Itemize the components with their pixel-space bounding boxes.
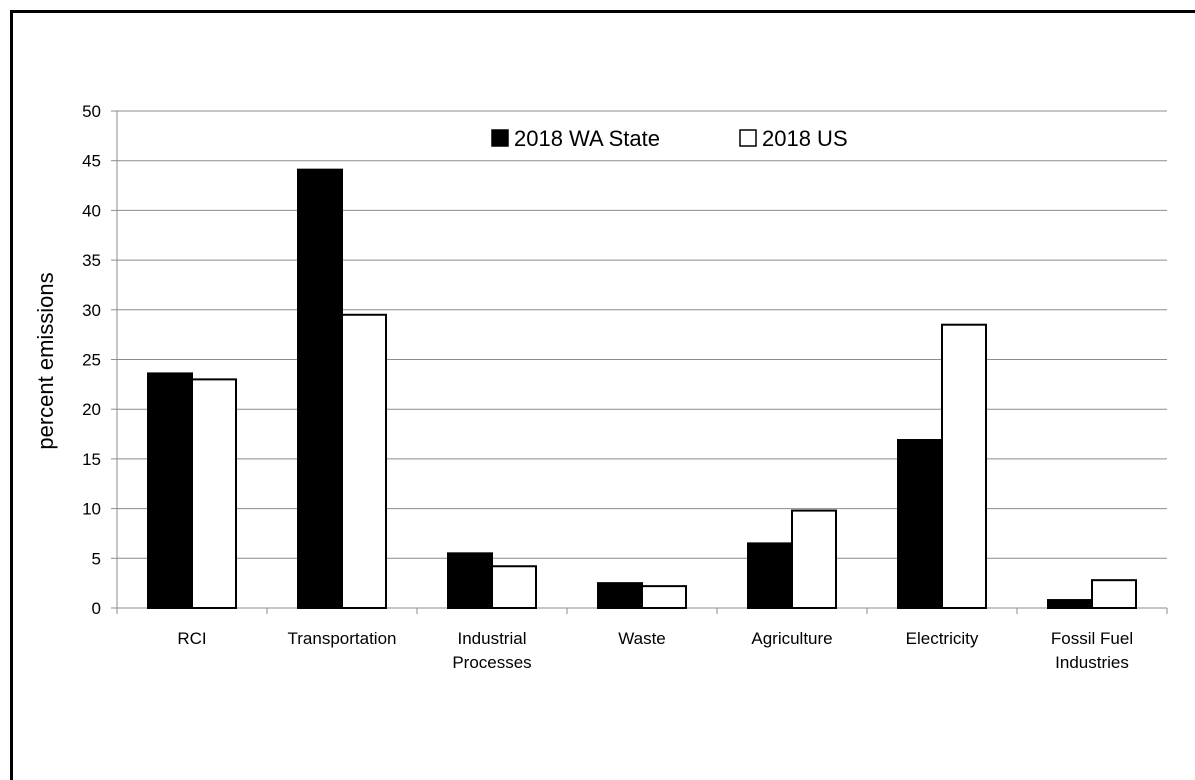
- bar-wa-state: [747, 542, 793, 610]
- chart-frame: [10, 10, 1195, 780]
- bar-wa-state: [1047, 599, 1093, 609]
- legend-swatch: [739, 129, 757, 147]
- bar-wa-state: [447, 552, 493, 610]
- y-tick-label: 50: [82, 102, 101, 121]
- bar-wa-state: [147, 372, 193, 609]
- gridlines: [117, 110, 1167, 559]
- bar-wa-state: [297, 168, 343, 609]
- x-tick-label: Fossil Fuel Industries: [1051, 629, 1133, 672]
- x-tick-label: RCI: [177, 629, 206, 648]
- y-tick-label: 20: [82, 400, 101, 419]
- bars: [147, 168, 1137, 610]
- y-tick-labels: 0 5 10 15 20 25 30 35 40 45 50: [82, 102, 101, 618]
- x-tick-label: Waste: [618, 629, 666, 648]
- bar-wa-state: [897, 439, 943, 609]
- legend-label: 2018 WA State: [514, 126, 660, 151]
- bar-wa-state: [597, 582, 643, 610]
- x-tick-labels: RCI Transportation Industrial Processes Wast…: [177, 629, 1133, 672]
- legend: 2018 WA State 2018 US: [491, 126, 848, 151]
- x-tick-label: Agriculture: [751, 629, 832, 648]
- bar-us: [1091, 579, 1137, 610]
- y-tick-label: 45: [82, 152, 101, 171]
- y-tick-label: 40: [82, 201, 101, 220]
- axes: [111, 110, 1168, 614]
- y-tick-label: 25: [82, 351, 101, 370]
- bar-us: [791, 509, 837, 610]
- x-tick-label: Transportation: [288, 629, 397, 648]
- bar-us: [641, 585, 687, 610]
- legend-label: 2018 US: [762, 126, 848, 151]
- y-tick-label: 0: [92, 599, 101, 618]
- y-axis-title: percent emissions: [33, 272, 58, 449]
- bar-us: [191, 378, 237, 609]
- y-tick-label: 5: [92, 549, 101, 568]
- x-tick-label: Industrial Processes: [452, 629, 531, 672]
- y-tick-label: 35: [82, 251, 101, 270]
- x-tick-label: Electricity: [906, 629, 979, 648]
- bar-us: [491, 565, 537, 610]
- bar-us: [941, 323, 987, 609]
- y-tick-label: 10: [82, 500, 101, 519]
- y-tick-label: 30: [82, 301, 101, 320]
- bar-us: [341, 313, 387, 609]
- legend-swatch: [491, 129, 509, 147]
- y-tick-label: 15: [82, 450, 101, 469]
